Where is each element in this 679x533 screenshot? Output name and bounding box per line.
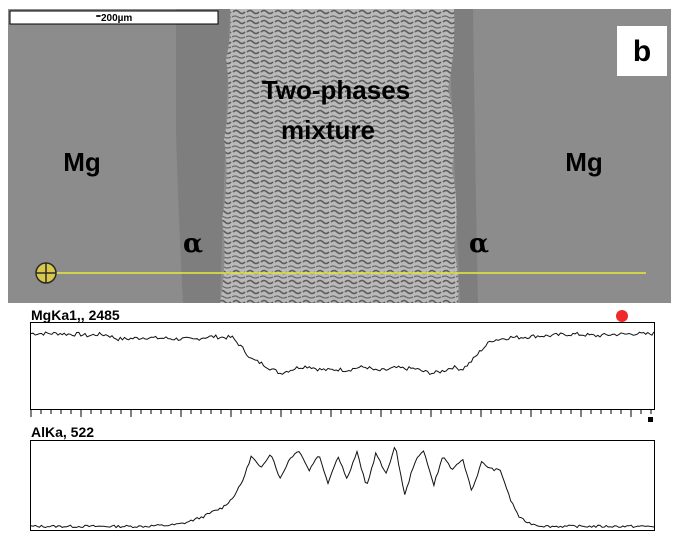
eutectic-region bbox=[220, 9, 459, 303]
panel-letter-box bbox=[617, 26, 667, 76]
label-mg-left: Mg bbox=[63, 147, 101, 177]
profile-label-al: AlKa, 522 bbox=[31, 424, 95, 440]
panel-letter: b bbox=[633, 35, 651, 68]
alpha-band-right bbox=[448, 9, 478, 303]
label-mg-right: Mg bbox=[565, 147, 603, 177]
red-dot-marker bbox=[616, 310, 628, 322]
label-alpha-left: α bbox=[183, 229, 203, 259]
label-mixture: mixture bbox=[281, 115, 375, 145]
mg-plot-ticks bbox=[30, 410, 652, 417]
label-alpha-right: α bbox=[469, 229, 489, 259]
al-plot-frame bbox=[30, 440, 655, 531]
mg-plot-frame bbox=[30, 322, 655, 410]
al-profile-line bbox=[30, 446, 655, 529]
label-two-phases: Two-phases bbox=[262, 75, 410, 105]
end-marker bbox=[648, 417, 653, 422]
mg-profile-plot bbox=[30, 322, 655, 417]
profile-label-mg: MgKa1,, 2485 bbox=[31, 307, 120, 323]
scan-start-crosshair-icon bbox=[35, 262, 57, 284]
micrograph-image: ⁼200µm b Two-phases mixture Mg Mg α α bbox=[8, 9, 671, 303]
al-profile-plot bbox=[30, 440, 655, 531]
alpha-band-left bbox=[176, 9, 230, 303]
mg-profile-line bbox=[30, 331, 655, 376]
scale-bar-text: ⁼200µm bbox=[96, 13, 133, 24]
scale-bar-box bbox=[9, 10, 219, 25]
